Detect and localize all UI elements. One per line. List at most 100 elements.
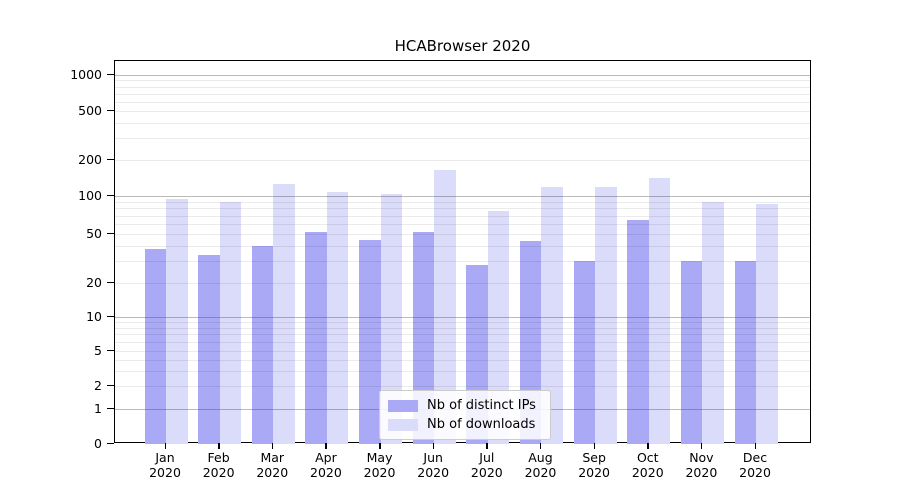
gridline-minor-50 (115, 234, 810, 235)
gridline-minor-600 (115, 101, 810, 103)
x-axis-tick-may-2020 (379, 443, 381, 449)
x-axis-tick-jul-2020 (486, 443, 488, 449)
bar-nb-of-distinct-ips-oct-2020 (627, 219, 649, 444)
legend: Nb of distinct IPs Nb of downloads (379, 390, 551, 440)
x-axis-label-jan-2020: Jan 2020 (133, 450, 197, 480)
x-axis-tick-apr-2020 (325, 443, 327, 449)
gridline-minor-70 (115, 215, 810, 217)
x-label-year: 2020 (578, 465, 611, 480)
legend-label-nb-of-downloads: Nb of downloads (427, 417, 536, 432)
bar-nb-of-downloads-feb-2020 (219, 201, 242, 444)
x-label-month: Dec (742, 450, 768, 465)
x-axis-tick-dec-2020 (754, 443, 757, 449)
bar-nb-of-downloads-jul-2020 (487, 211, 510, 444)
gridline-minor-400 (115, 122, 810, 124)
x-axis-label-mar-2020: Mar 2020 (240, 450, 304, 480)
gridline-minor-500 (115, 111, 810, 112)
bar-nb-of-distinct-ips-mar-2020 (251, 245, 274, 444)
gridline-minor-200 (115, 160, 810, 161)
x-label-year: 2020 (524, 465, 557, 480)
bar-nb-of-downloads-sep-2020 (595, 186, 617, 444)
x-axis-label-may-2020: May 2020 (348, 450, 412, 480)
x-axis-label-nov-2020: Nov 2020 (669, 450, 733, 480)
x-axis-label-jun-2020: Jun 2020 (401, 450, 465, 480)
y-axis-tick-1 (107, 407, 114, 409)
y-axis-tick-20 (107, 281, 114, 283)
gridline-minor-4 (115, 359, 810, 361)
gridline-minor-40 (115, 245, 810, 247)
bar-nb-of-downloads-dec-2020 (756, 204, 778, 444)
bar-nb-of-downloads-may-2020 (380, 193, 403, 444)
bar-nb-of-distinct-ips-feb-2020 (198, 254, 220, 444)
x-label-month: Feb (207, 450, 230, 465)
x-axis-label-feb-2020: Feb 2020 (187, 450, 251, 480)
y-axis-tick-10 (107, 315, 114, 317)
bar-nb-of-downloads-aug-2020 (541, 187, 563, 444)
plot-area: Nb of distinct IPs Nb of downloads (114, 60, 811, 444)
x-label-month: Jul (479, 450, 495, 465)
gridline-minor-8 (115, 327, 810, 329)
legend-entry-nb-of-distinct-ips: Nb of distinct IPs (388, 396, 542, 415)
gridline-minor-60 (115, 224, 810, 225)
y-axis-label-200: 200 (78, 151, 102, 167)
y-axis-tick-1000 (107, 73, 114, 75)
x-axis-tick-mar-2020 (271, 443, 274, 449)
x-label-month: Jan (155, 450, 175, 465)
y-axis-tick-200 (107, 158, 114, 160)
y-axis-tick-0 (107, 442, 114, 444)
gridline-minor-3 (115, 370, 810, 372)
bar-nb-of-downloads-jun-2020 (434, 169, 456, 444)
bar-nb-of-downloads-oct-2020 (648, 177, 671, 444)
x-axis-tick-nov-2020 (700, 443, 703, 449)
x-label-month: May (366, 450, 393, 465)
chart-title: HCABrowser 2020 (394, 37, 531, 55)
x-axis-tick-oct-2020 (647, 443, 649, 449)
bar-nb-of-distinct-ips-jan-2020 (144, 248, 166, 444)
x-axis-tick-aug-2020 (539, 443, 542, 449)
gridline-minor-5 (115, 351, 810, 352)
x-label-month: Oct (636, 450, 659, 465)
x-label-year: 2020 (631, 465, 664, 480)
y-axis-label-5: 5 (94, 342, 102, 358)
x-axis-label-oct-2020: Oct 2020 (616, 450, 680, 480)
y-axis-label-0: 0 (94, 435, 102, 451)
legend-swatch-nb-of-downloads (388, 418, 418, 431)
y-axis-label-500: 500 (78, 102, 102, 118)
x-label-year: 2020 (417, 465, 450, 480)
x-label-year: 2020 (202, 465, 235, 480)
x-label-month: Aug (528, 450, 553, 465)
x-label-year: 2020 (363, 465, 396, 480)
x-axis-label-dec-2020: Dec 2020 (723, 450, 787, 480)
gridline-minor-800 (115, 86, 810, 88)
x-label-month: Mar (260, 450, 285, 465)
bar-nb-of-distinct-ips-may-2020 (359, 239, 381, 444)
gridline-minor-7 (115, 334, 810, 336)
gridline-minor-700 (115, 93, 810, 95)
y-axis-label-10: 10 (86, 308, 102, 324)
x-axis-tick-jan-2020 (164, 443, 166, 449)
gridline-minor-300 (115, 138, 810, 140)
x-label-year: 2020 (739, 465, 771, 480)
gridline-minor-90 (115, 201, 810, 203)
gridline-major-10 (115, 317, 810, 318)
y-axis-tick-50 (107, 232, 114, 234)
x-label-month: Jun (423, 450, 443, 465)
y-axis-label-1000: 1000 (70, 66, 102, 82)
bar-nb-of-distinct-ips-sep-2020 (573, 261, 596, 444)
legend-swatch-nb-of-distinct-ips (388, 399, 418, 412)
x-axis-tick-feb-2020 (218, 443, 220, 449)
legend-label-nb-of-distinct-ips: Nb of distinct IPs (427, 398, 536, 413)
x-label-year: 2020 (256, 465, 289, 480)
bar-nb-of-downloads-mar-2020 (273, 184, 295, 444)
y-axis-tick-5 (107, 349, 114, 351)
gridline-minor-80 (115, 208, 810, 210)
x-label-year: 2020 (470, 465, 503, 480)
y-axis-tick-100 (107, 194, 114, 196)
x-axis-label-apr-2020: Apr 2020 (294, 450, 358, 480)
gridline-minor-2 (115, 386, 810, 387)
x-label-month: Nov (689, 450, 714, 465)
gridline-minor-900 (115, 80, 810, 82)
bar-nb-of-downloads-apr-2020 (326, 192, 349, 444)
x-label-year: 2020 (310, 465, 342, 480)
